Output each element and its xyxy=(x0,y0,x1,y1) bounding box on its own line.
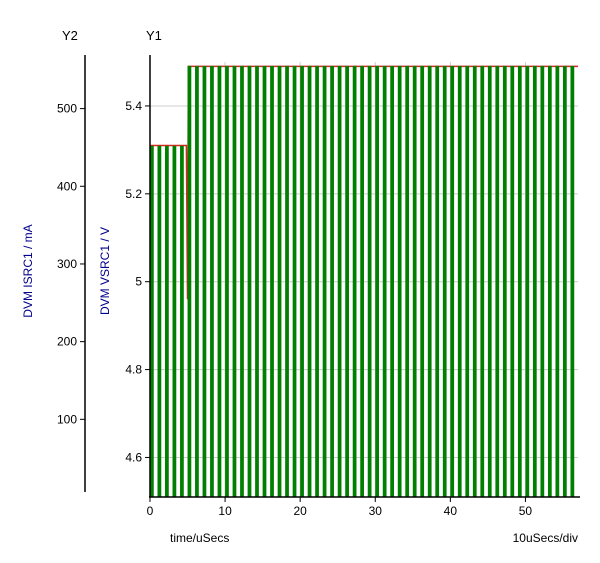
x-axis-title: time/uSecs xyxy=(170,531,230,545)
x-tick-label: 10 xyxy=(218,504,232,518)
x-tick-label: 30 xyxy=(369,504,383,518)
y2-tick-label: 100 xyxy=(57,412,77,426)
y2-tick-label: 500 xyxy=(57,102,77,116)
y2-axis-name: Y2 xyxy=(62,28,78,43)
y2-tick-label: 400 xyxy=(57,179,77,193)
y1-axis-name: Y1 xyxy=(146,28,162,43)
x-tick-label: 20 xyxy=(293,504,307,518)
y1-tick-label: 4.6 xyxy=(125,450,142,464)
x-tick-label: 50 xyxy=(519,504,533,518)
x-tick-label: 40 xyxy=(444,504,458,518)
y1-tick-label: 5.2 xyxy=(125,187,142,201)
y1-tick-label: 4.8 xyxy=(125,363,142,377)
x-scale-label: 10uSecs/div xyxy=(512,531,578,545)
isrc1-pulse-bars xyxy=(150,65,575,497)
y2-tick-label: 200 xyxy=(57,335,77,349)
x-tick-label: 0 xyxy=(147,504,154,518)
y1-tick-label: 5 xyxy=(135,275,142,289)
tick-labels: 4.6 4.8 5 5.2 5.4 100 200 300 400 500 0 10 20 30 40 50 xyxy=(57,99,532,518)
y2-tick-label: 300 xyxy=(57,257,77,271)
tick-marks xyxy=(80,105,526,502)
y1-tick-label: 5.4 xyxy=(125,99,142,113)
